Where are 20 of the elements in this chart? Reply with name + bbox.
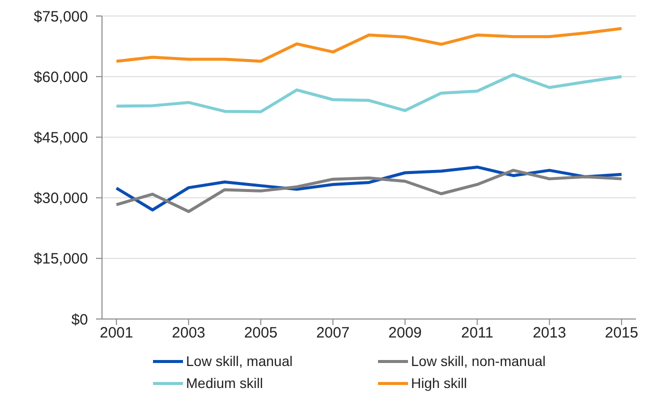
legend-label: Low skill, non-manual <box>411 353 546 369</box>
y-tick-label: $60,000 <box>34 68 88 86</box>
x-tick-label: 2005 <box>244 324 278 342</box>
x-tick-label: 2011 <box>461 324 494 342</box>
x-tick-label: 2009 <box>388 324 422 342</box>
legend-label: Medium skill <box>186 375 264 391</box>
x-tick-label: 2003 <box>172 324 206 342</box>
x-tick-label: 2007 <box>316 324 350 342</box>
x-tick-label: 2001 <box>100 324 134 342</box>
legend-label: High skill <box>411 375 468 391</box>
y-tick-label: $30,000 <box>34 190 88 208</box>
line-series <box>114 73 624 114</box>
y-tick-label: $15,000 <box>34 250 88 268</box>
legend-label: Low skill, manual <box>186 353 293 369</box>
y-tick-label: $45,000 <box>34 130 88 147</box>
y-tick-label: $75,000 <box>34 8 88 26</box>
x-tick-label: 2015 <box>604 324 638 342</box>
y-tick-label: $0 <box>71 311 88 328</box>
line-series <box>114 27 624 63</box>
x-tick-label: 2013 <box>532 324 566 342</box>
